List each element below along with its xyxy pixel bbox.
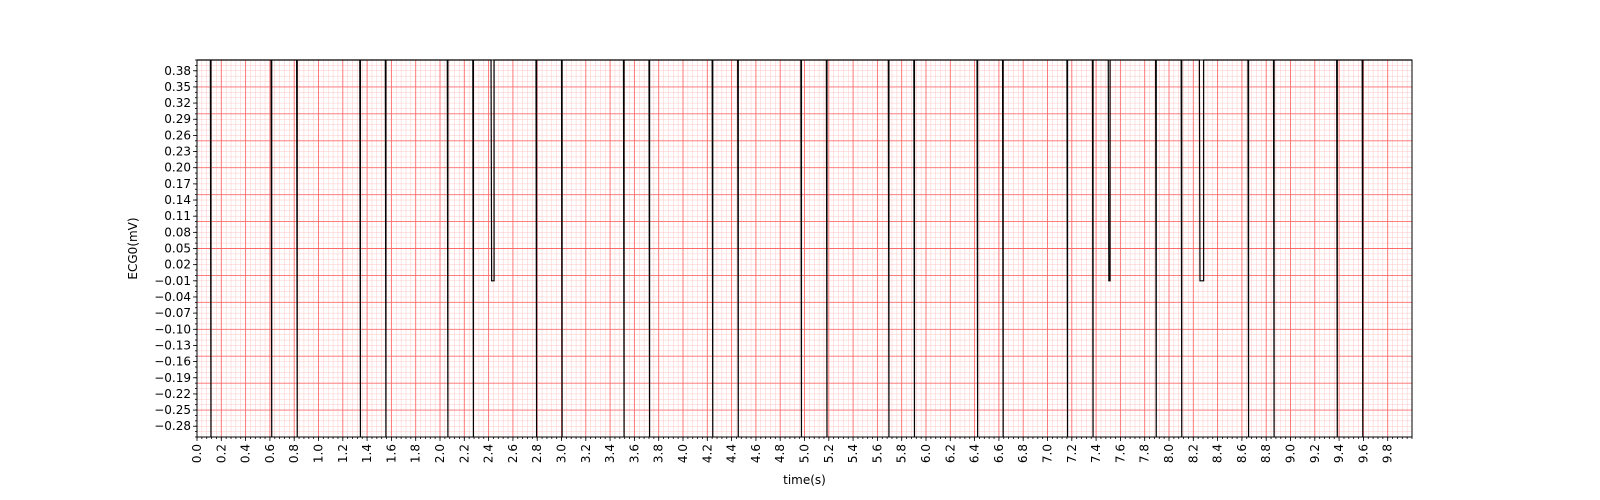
x-tick-label: 5.4 [846, 444, 860, 463]
y-tick-label: 0.17 [164, 177, 191, 191]
y-tick-label: −0.28 [154, 419, 191, 433]
y-tick-label: −0.04 [154, 290, 191, 304]
x-tick-label: 6.4 [968, 444, 982, 463]
x-tick-label: 4.2 [700, 444, 714, 463]
y-tick-label: −0.25 [154, 403, 191, 417]
x-tick-label: 5.2 [822, 444, 836, 463]
y-tick-label: 0.14 [164, 193, 191, 207]
x-tick-label: 7.6 [1113, 444, 1127, 463]
x-tick-label: 6.6 [992, 444, 1006, 463]
x-tick-label: 0.0 [190, 444, 204, 463]
x-tick-label: 5.8 [895, 444, 909, 463]
y-tick-label: −0.07 [154, 306, 191, 320]
x-tick-label: 2.0 [433, 444, 447, 463]
x-tick-label: 9.6 [1356, 444, 1370, 463]
y-axis-title: ECG0(mV) [126, 217, 140, 279]
x-tick-label: 4.6 [749, 444, 763, 463]
x-tick-label: 3.6 [627, 444, 641, 463]
y-tick-label: 0.32 [164, 96, 191, 110]
x-tick-label: 8.6 [1235, 444, 1249, 463]
y-tick-label: 0.02 [164, 258, 191, 272]
plot-area [196, 59, 1413, 438]
x-tick-label: 6.2 [943, 444, 957, 463]
x-tick-label: 7.0 [1041, 444, 1055, 463]
x-tick-label: 3.4 [603, 444, 617, 463]
x-tick-label: 4.4 [725, 444, 739, 463]
x-tick-label: 3.2 [579, 444, 593, 463]
y-tick-label: 0.38 [164, 64, 191, 78]
x-axis-title: time(s) [783, 473, 826, 487]
x-tick-label: 4.0 [676, 444, 690, 463]
x-tick-label: 5.6 [870, 444, 884, 463]
y-tick-label: −0.19 [154, 371, 191, 385]
y-axis: 0.38 0.35 0.32 0.29 0.26 0.23 0.20 0.17 0.14 0.11… [154, 59, 197, 438]
y-tick-label: 0.08 [164, 225, 191, 239]
x-tick-label: 2.8 [530, 444, 544, 463]
x-tick-label: 2.2 [457, 444, 471, 463]
x-tick-label: 8.2 [1186, 444, 1200, 463]
y-tick-label: 0.23 [164, 145, 191, 159]
y-tick-label: 0.26 [164, 128, 191, 142]
x-tick-label: 9.0 [1284, 444, 1298, 463]
x-tick-label: 3.0 [555, 444, 569, 463]
y-tick-label: −0.16 [154, 355, 191, 369]
x-tick-label: 2.6 [506, 444, 520, 463]
x-tick-label: 7.2 [1065, 444, 1079, 463]
y-tick-label: −0.13 [154, 338, 191, 352]
x-tick-label: 5.0 [798, 444, 812, 463]
x-tick-label: 1.0 [312, 444, 326, 463]
x-tick-label: 8.8 [1259, 444, 1273, 463]
x-tick-label: 4.8 [773, 444, 787, 463]
x-tick-label: 7.8 [1138, 444, 1152, 463]
x-tick-label: 0.6 [263, 444, 277, 463]
x-tick-label: 9.2 [1308, 444, 1322, 463]
x-tick-label: 3.8 [652, 444, 666, 463]
y-tick-label: −0.22 [154, 387, 191, 401]
x-tick-label: 8.0 [1162, 444, 1176, 463]
x-tick-label: 1.6 [384, 444, 398, 463]
y-tick-label: 0.20 [164, 161, 191, 175]
y-tick-label: 0.05 [164, 242, 191, 256]
x-tick-label: 9.4 [1332, 444, 1346, 463]
x-tick-label: 1.2 [336, 444, 350, 463]
x-tick-label: 0.2 [214, 444, 228, 463]
x-tick-label: 8.4 [1211, 444, 1225, 463]
x-tick-label: 6.0 [919, 444, 933, 463]
x-axis: 0.0 0.2 0.4 0.6 0.8 1.0 1.2 1.4 1.6 1.8 2.0 2.2 2.4 2… [190, 437, 1413, 463]
x-tick-label: 0.4 [239, 444, 253, 463]
y-tick-label: −0.01 [154, 274, 191, 288]
x-tick-label: 0.8 [287, 444, 301, 463]
x-tick-label: 2.4 [482, 444, 496, 463]
x-tick-label: 9.8 [1381, 444, 1395, 463]
x-tick-label: 7.4 [1089, 444, 1103, 463]
x-tick-label: 6.8 [1016, 444, 1030, 463]
y-tick-label: −0.10 [154, 322, 191, 336]
x-tick-label: 1.8 [409, 444, 423, 463]
y-tick-label: 0.11 [164, 209, 191, 223]
ecg-trace [197, 59, 1412, 438]
x-tick-label: 1.4 [360, 444, 374, 463]
y-tick-label: 0.35 [164, 80, 191, 94]
y-tick-label: 0.29 [164, 112, 191, 126]
